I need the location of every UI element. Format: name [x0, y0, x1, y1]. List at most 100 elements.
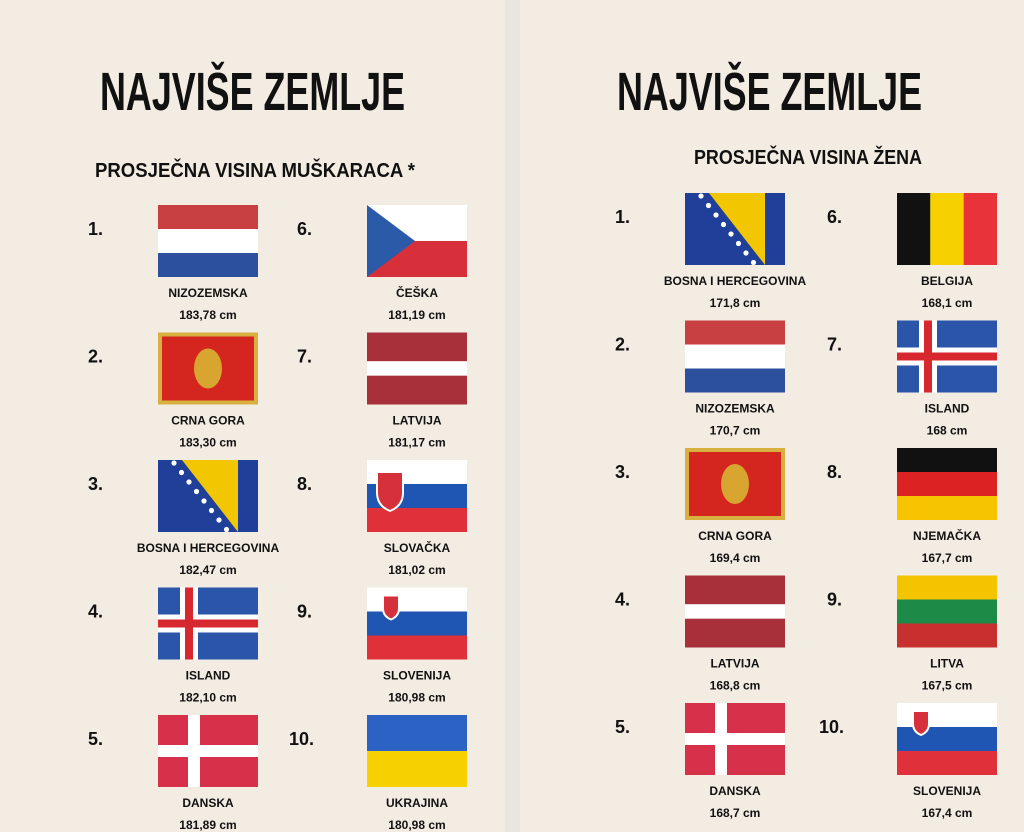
flag-stripe	[367, 635, 467, 660]
country: LITVA	[930, 657, 964, 671]
flag-stripe	[897, 751, 997, 775]
flag-star	[186, 479, 192, 485]
flag-stripe	[685, 320, 785, 345]
height: 170,7 cm	[710, 424, 761, 438]
flag-star	[193, 488, 200, 495]
height: 181,17 cm	[388, 436, 445, 450]
rank: 10.	[819, 717, 844, 737]
flag-stripe	[685, 368, 785, 393]
rank: 10.	[289, 729, 314, 749]
country: NIZOZEMSKA	[695, 402, 775, 416]
rank: 1.	[88, 219, 103, 239]
height: 180,98 cm	[388, 818, 445, 832]
height: 181,02 cm	[388, 563, 445, 577]
country: DANSKA	[709, 784, 761, 798]
flag-star	[705, 202, 712, 209]
country: SLOVENIJA	[383, 669, 451, 683]
flag	[897, 448, 997, 520]
flag-stripe	[897, 623, 997, 648]
rank: 5.	[88, 729, 103, 749]
country: BOSNA I HERCEGOVINA	[664, 274, 807, 288]
rank: 6.	[827, 207, 842, 227]
flag-stripe	[685, 604, 785, 619]
flag	[367, 460, 467, 532]
flag-stripe	[158, 229, 258, 253]
height: 183,30 cm	[179, 436, 236, 450]
height: 181,19 cm	[388, 308, 445, 322]
flag	[158, 205, 258, 277]
flag-emblem	[376, 471, 404, 513]
flag-stripe	[685, 618, 785, 648]
flag-stripe	[158, 205, 258, 229]
flag	[685, 575, 785, 648]
flag-stripe	[897, 575, 997, 600]
subtitle: PROSJEČNA VISINA ŽENA	[694, 145, 922, 169]
flag-triangle	[709, 193, 765, 265]
country: ČEŠKA	[396, 285, 438, 300]
flag	[158, 460, 258, 533]
rank: 7.	[297, 347, 312, 367]
flag	[685, 320, 785, 393]
flag-stripe	[930, 193, 964, 265]
flag-emblem	[382, 594, 400, 621]
flag-cross	[158, 619, 258, 628]
country: DANSKA	[182, 796, 234, 810]
rank: 3.	[615, 462, 630, 482]
flag	[158, 332, 258, 405]
right-panel	[520, 0, 1024, 832]
height: 167,4 cm	[922, 806, 973, 820]
rank: 5.	[615, 717, 630, 737]
flag-star	[223, 526, 230, 533]
flag	[367, 715, 467, 787]
country: UKRAJINA	[386, 796, 448, 810]
flag-stripe	[685, 575, 785, 605]
flag-stripe	[367, 332, 467, 362]
left-panel	[0, 0, 505, 832]
flag	[367, 205, 467, 277]
flag	[897, 193, 997, 265]
flag	[158, 587, 258, 660]
height: 181,89 cm	[179, 818, 236, 832]
flag-stripe	[367, 715, 467, 751]
rank: 9.	[827, 590, 842, 610]
country: SLOVENIJA	[913, 784, 981, 798]
flag-star	[750, 259, 757, 266]
flag-stripe	[367, 611, 467, 636]
height: 182,47 cm	[179, 563, 236, 577]
height: 182,10 cm	[179, 691, 236, 705]
flag-star	[743, 250, 749, 256]
rank: 7.	[827, 335, 842, 355]
flag-star	[201, 498, 207, 504]
flag-stripe	[367, 375, 467, 405]
flag-cross	[158, 745, 258, 757]
country: CRNA GORA	[698, 529, 772, 543]
country: NIZOZEMSKA	[168, 286, 248, 300]
flag-triangle	[182, 460, 238, 532]
height: 168 cm	[927, 424, 968, 438]
rank: 8.	[297, 474, 312, 494]
flag-emblem	[721, 464, 749, 504]
flag-star	[178, 469, 185, 476]
rank: 9.	[297, 602, 312, 622]
flag-stripe	[897, 727, 997, 751]
flag-cross	[897, 352, 997, 361]
flag-triangle	[367, 205, 415, 277]
rank: 3.	[88, 474, 103, 494]
title: NAJVIŠE ZEMLJE	[617, 61, 922, 122]
height: 168,7 cm	[710, 806, 761, 820]
flag-star	[720, 221, 727, 228]
subtitle: PROSJEČNA VISINA MUŠKARACA *	[95, 158, 415, 182]
rank: 6.	[297, 219, 312, 239]
flag-star	[171, 460, 177, 466]
flag-stripe	[367, 751, 467, 787]
height: 171,8 cm	[710, 296, 761, 310]
flag-stripe	[897, 448, 997, 472]
rank: 1.	[615, 207, 630, 227]
height: 168,1 cm	[922, 296, 973, 310]
flag-stripe	[685, 344, 785, 369]
flag	[158, 715, 258, 787]
flag-stripe	[367, 361, 467, 376]
height: 168,8 cm	[710, 679, 761, 693]
flag	[685, 193, 785, 266]
flag-stripe	[963, 193, 997, 265]
